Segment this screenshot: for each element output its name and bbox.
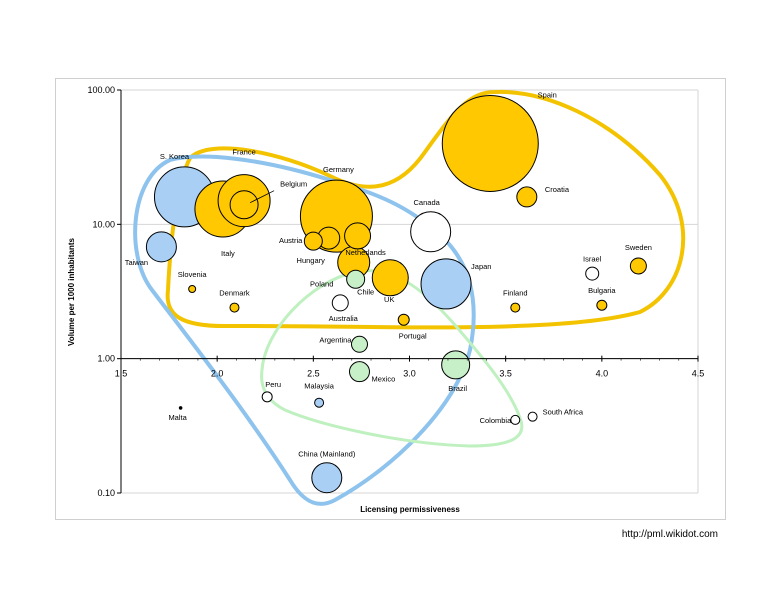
- x-tick-label: 3.5: [499, 369, 512, 379]
- gold-group-outline: [165, 89, 686, 330]
- label-australia: Australia: [329, 314, 359, 323]
- bubble-chile: [346, 269, 366, 289]
- label-spain: Spain: [538, 90, 557, 99]
- label-croatia: Croatia: [545, 185, 570, 194]
- label-brazil: Brazil: [448, 384, 467, 393]
- bubble-argentina: [350, 335, 368, 353]
- bubble-malaysia: [314, 397, 325, 408]
- bubble-belgium: [229, 190, 259, 220]
- bubble-taiwan: [145, 231, 177, 263]
- y-tick-label: 100.00: [87, 85, 115, 95]
- bubble-peru: [261, 391, 273, 403]
- bubble-japan: [420, 258, 472, 310]
- label-s-korea: S. Korea: [160, 152, 190, 161]
- bubble-canada: [410, 211, 452, 253]
- label-belgium: Belgium: [280, 180, 307, 189]
- bubble-netherlands: [344, 222, 372, 250]
- label-peru: Peru: [265, 380, 281, 389]
- label-italy: Italy: [221, 249, 235, 258]
- label-canada: Canada: [414, 198, 441, 207]
- label-austria: Austria: [279, 236, 303, 245]
- bubble-marks: [145, 94, 647, 494]
- bubble-colombia: [510, 414, 521, 425]
- bubble-labels: Spain Croatia S. Korea France Italy Belgium Ge…: [125, 90, 652, 458]
- bubble-australia: [331, 294, 349, 312]
- label-hungary: Hungary: [297, 256, 326, 265]
- bubble-south-africa: [527, 411, 538, 422]
- label-malaysia: Malaysia: [304, 382, 334, 391]
- label-colombia: Colombia: [480, 416, 513, 425]
- x-tick-label: 3.0: [403, 369, 416, 379]
- x-tick-label: 2.5: [307, 369, 320, 379]
- x-tick-label: 4.5: [692, 369, 705, 379]
- bubble-slovenia: [188, 285, 197, 294]
- label-poland: Poland: [310, 279, 333, 288]
- label-germany: Germany: [323, 165, 354, 174]
- x-tick-label: 2.0: [211, 369, 224, 379]
- bubble-austria: [303, 231, 323, 251]
- label-france: France: [232, 148, 255, 157]
- bubble-uk: [371, 259, 409, 297]
- label-china-mainland: China (Mainland): [298, 450, 356, 459]
- y-tick-label: 10.00: [92, 219, 115, 229]
- chart-frame: [55, 78, 726, 520]
- y-tick-label: 0.10: [97, 488, 115, 498]
- belgium-leader-line: [249, 190, 275, 204]
- x-tick-label: 1.5: [115, 369, 128, 379]
- label-south-africa: South Africa: [543, 408, 584, 417]
- bubble-brazil: [441, 350, 471, 380]
- tick-labels: 1.5 2.0 2.5 3.0 3.5 4.0 4.5 100.00 10.00 1.00 0.10: [87, 85, 704, 498]
- group-outlines: [133, 89, 686, 506]
- label-portugal: Portugal: [399, 332, 427, 341]
- bubble-mexico: [348, 361, 370, 383]
- bubble-denmark: [229, 302, 240, 313]
- label-israel: Israel: [583, 255, 602, 264]
- bubble-sweden: [629, 257, 647, 275]
- source-footer: http://pml.wikidot.com: [621, 529, 718, 540]
- label-malta: Malta: [168, 413, 187, 422]
- label-taiwan: Taiwan: [125, 258, 148, 267]
- label-uk: UK: [384, 295, 394, 304]
- bubble-portugal: [397, 313, 410, 326]
- y-tick-label: 1.00: [97, 354, 115, 364]
- bubble-bulgaria: [596, 299, 608, 311]
- bubble-israel: [585, 266, 600, 281]
- label-chile: Chile: [357, 287, 374, 296]
- label-slovenia: Slovenia: [178, 270, 208, 279]
- label-bulgaria: Bulgaria: [588, 286, 616, 295]
- label-sweden: Sweden: [625, 243, 652, 252]
- label-netherlands: Netherlands: [345, 248, 386, 257]
- label-japan: Japan: [471, 262, 491, 271]
- label-denmark: Denmark: [219, 289, 250, 298]
- label-argentina: Argentina: [319, 335, 352, 344]
- label-mexico: Mexico: [371, 375, 395, 384]
- bubble-malta: [178, 406, 183, 410]
- bubble-spain: [441, 94, 539, 192]
- bubble-croatia: [516, 186, 538, 208]
- x-tick-label: 4.0: [596, 369, 609, 379]
- y-axis-title: Volume per 1000 inhabitants: [67, 238, 76, 346]
- label-finland: Finland: [503, 289, 528, 298]
- bubble-china-mainland: [311, 462, 343, 494]
- x-axis-title: Licensing permissiveness: [360, 505, 460, 514]
- bubble-finland: [510, 302, 521, 313]
